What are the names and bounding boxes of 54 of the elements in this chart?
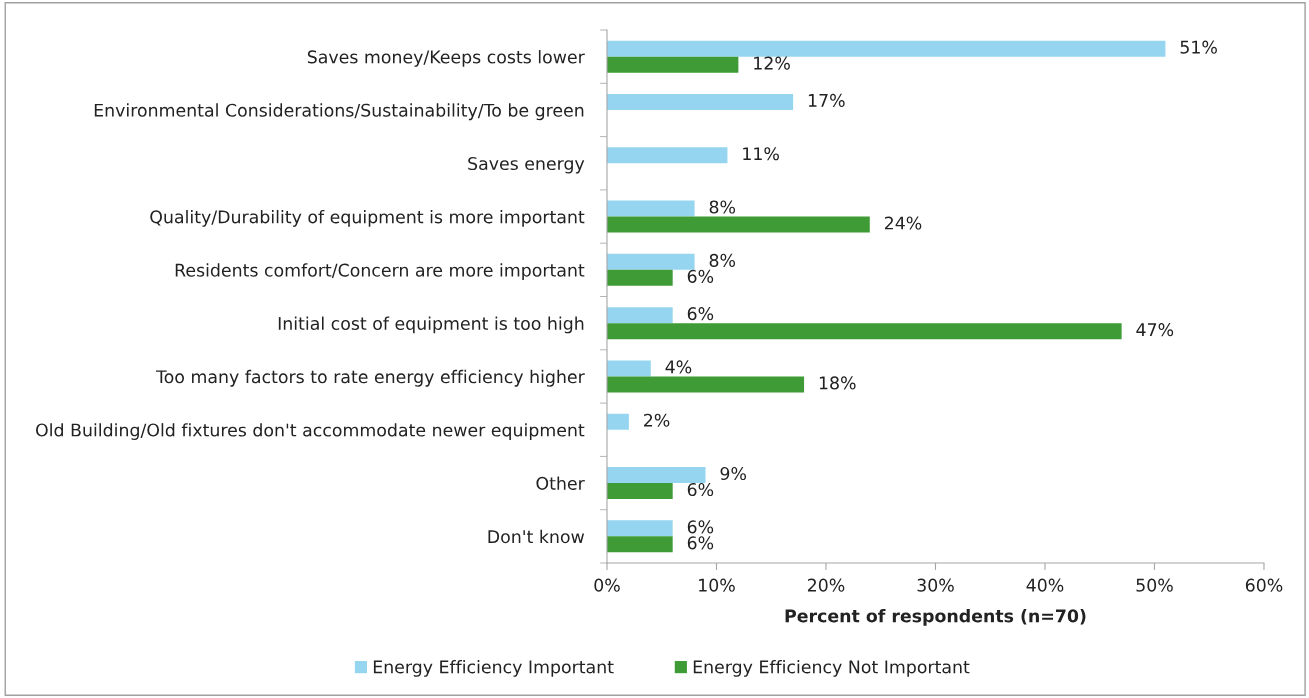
bar: [606, 93, 794, 110]
bar: [606, 269, 673, 286]
bar: [606, 520, 673, 537]
bar: [606, 360, 651, 377]
data-label: 24%: [884, 216, 922, 230]
bar: [606, 483, 673, 500]
data-label: 6%: [687, 536, 714, 550]
y-tick-label: Saves money/Keeps costs lower: [307, 50, 585, 67]
y-tick-label: Don't know: [488, 529, 585, 544]
data-label: 6%: [687, 307, 714, 321]
bar: [606, 216, 870, 233]
y-tick-label: Initial cost of equipment is too high: [278, 316, 584, 334]
data-label: 6%: [687, 269, 714, 283]
x-tick-label: 10%: [699, 578, 735, 592]
y-tick-label: Quality/Durability of equipment is more important: [150, 209, 585, 227]
data-label: 8%: [709, 253, 736, 267]
bar: [606, 200, 695, 217]
y-tick-label: Other: [536, 476, 585, 490]
bar: [606, 376, 805, 393]
y-tick-label: Old Building/Old fixtures don't accommodate newer equipment: [36, 423, 585, 440]
y-tick-label: Environmental Considerations/Sustainability/To be green: [94, 103, 584, 121]
bar: [606, 40, 1166, 57]
bar: [606, 413, 629, 430]
x-axis-title: Percent of respondents (n=70): [785, 608, 1086, 626]
bar: [606, 536, 673, 553]
legend-label: Energy Efficiency Important: [373, 659, 614, 677]
x-tick-label: 50%: [1136, 578, 1173, 592]
bar: [606, 56, 739, 73]
x-tick-label: 40%: [1026, 578, 1064, 592]
x-tick-label: 60%: [1245, 578, 1283, 592]
data-label: 18%: [819, 376, 856, 390]
y-tick-label: Too many factors to rate energy efficiency higher: [155, 369, 585, 387]
data-label: 47%: [1136, 323, 1174, 337]
data-label: 12%: [754, 56, 790, 70]
data-label: 2%: [644, 413, 670, 427]
bar: [606, 323, 1122, 340]
data-label: 11%: [743, 147, 779, 161]
x-tick-label: 20%: [807, 578, 845, 592]
bar: [606, 467, 706, 484]
bar: [606, 307, 673, 324]
data-label: 6%: [687, 520, 714, 534]
data-label: 51%: [1180, 40, 1217, 54]
x-tick-label: 0%: [594, 578, 620, 592]
bar: [606, 147, 728, 164]
data-label: 9%: [720, 466, 746, 481]
legend-label: Energy Efficiency Not Important: [693, 659, 970, 677]
bar: [606, 253, 695, 270]
data-label: 4%: [665, 360, 692, 374]
y-tick-label: Saves energy: [468, 156, 585, 174]
data-label: 8%: [709, 200, 736, 214]
data-label: 17%: [808, 93, 845, 108]
data-label: 6%: [687, 482, 714, 497]
y-tick-label: Residents comfort/Concern are more important: [175, 263, 585, 281]
x-tick-label: 30%: [917, 578, 954, 592]
